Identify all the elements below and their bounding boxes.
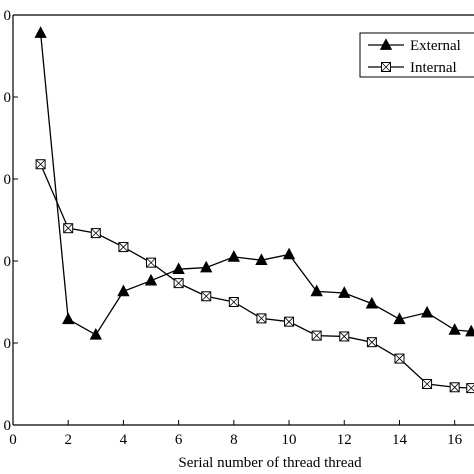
series-internal bbox=[35, 159, 474, 394]
marker-cross bbox=[229, 297, 239, 307]
data-point-square bbox=[201, 291, 212, 302]
y-tick-label: 0 bbox=[4, 8, 12, 24]
marker-cross bbox=[256, 313, 267, 324]
x-tick-label: 2 bbox=[64, 432, 72, 448]
data-point-triangle bbox=[144, 273, 158, 286]
data-point-triangle bbox=[34, 26, 47, 38]
data-point-square bbox=[449, 382, 460, 393]
data-point-square bbox=[63, 223, 74, 234]
marker-cross bbox=[422, 379, 432, 389]
data-point-square bbox=[90, 228, 101, 239]
marker-cross bbox=[284, 316, 294, 327]
legend-item-internal: Internal bbox=[368, 60, 457, 76]
x-tick-label: 4 bbox=[120, 432, 128, 448]
marker-cross bbox=[201, 291, 212, 302]
data-point-triangle bbox=[338, 286, 351, 298]
data-point-triangle bbox=[365, 296, 379, 309]
data-point-triangle bbox=[448, 323, 461, 335]
marker-cross bbox=[381, 62, 391, 72]
y-tick-label: 0 bbox=[4, 172, 12, 188]
data-point-square bbox=[339, 331, 350, 342]
data-point-square bbox=[118, 242, 129, 253]
marker-cross bbox=[367, 337, 377, 347]
legend: External Internal bbox=[359, 32, 474, 78]
data-point-square bbox=[173, 278, 184, 289]
legend-box bbox=[359, 32, 474, 78]
data-point-square bbox=[311, 330, 322, 341]
marker-cross bbox=[63, 223, 73, 233]
y-tick-label: 0 bbox=[4, 90, 12, 106]
marker-cross bbox=[311, 330, 322, 341]
marker-cross bbox=[173, 278, 184, 288]
marker-cross bbox=[394, 353, 405, 364]
x-tick-label: 6 bbox=[175, 432, 183, 448]
data-point-triangle bbox=[393, 312, 406, 325]
marker-cross bbox=[339, 331, 350, 342]
y-tick-label: 0 bbox=[4, 418, 12, 434]
data-point-triangle bbox=[172, 262, 185, 275]
x-axis-label: Serial number of thread thread bbox=[178, 455, 362, 471]
data-point-triangle bbox=[200, 260, 213, 273]
x-tick-label: 10 bbox=[282, 432, 297, 448]
legend-label: Internal bbox=[410, 60, 457, 76]
marker-square bbox=[466, 383, 474, 394]
x-tick-label: 8 bbox=[230, 432, 238, 448]
legend-label: External bbox=[410, 38, 461, 54]
y-tick-label: 0 bbox=[4, 254, 12, 270]
x-tick-label: 12 bbox=[337, 432, 352, 448]
data-point-triangle bbox=[420, 305, 434, 318]
marker-cross bbox=[91, 228, 101, 238]
legend-marker-square bbox=[381, 62, 391, 72]
marker-cross bbox=[146, 257, 156, 268]
legend-marker-triangle bbox=[379, 38, 393, 50]
data-point-triangle bbox=[62, 312, 75, 325]
data-point-square bbox=[228, 297, 239, 307]
x-tick-label: 0 bbox=[9, 432, 17, 448]
series-external bbox=[34, 26, 474, 340]
y-tick-label: 0 bbox=[4, 336, 12, 352]
marker-cross bbox=[449, 382, 460, 393]
marker-cross bbox=[118, 242, 129, 252]
data-point-square bbox=[146, 257, 157, 268]
marker-cross bbox=[35, 159, 46, 170]
series-line bbox=[40, 163, 472, 389]
data-point-square bbox=[256, 313, 267, 324]
data-point-square bbox=[466, 383, 474, 394]
x-axis: 0 2 4 6 8 10 12 14 16 bbox=[9, 420, 463, 448]
y-axis: 0 0 0 0 0 0 bbox=[4, 8, 18, 434]
series-line bbox=[39, 32, 472, 336]
data-point-square bbox=[422, 379, 433, 389]
legend-item-external: External bbox=[368, 38, 461, 54]
data-point-triangle bbox=[282, 247, 296, 260]
data-point-triangle bbox=[227, 250, 241, 262]
marker-cross bbox=[466, 384, 474, 393]
data-point-triangle bbox=[117, 284, 130, 297]
data-point-square bbox=[394, 353, 405, 364]
data-point-triangle bbox=[89, 328, 102, 340]
data-point-square bbox=[35, 159, 46, 170]
x-tick-label: 14 bbox=[392, 432, 408, 448]
plot-area bbox=[12, 14, 474, 426]
data-point-square bbox=[366, 337, 377, 348]
data-point-square bbox=[284, 316, 295, 327]
x-tick-label: 16 bbox=[447, 432, 463, 448]
data-point-triangle bbox=[310, 284, 323, 297]
data-point-triangle bbox=[255, 253, 268, 266]
series-layer bbox=[34, 26, 474, 394]
